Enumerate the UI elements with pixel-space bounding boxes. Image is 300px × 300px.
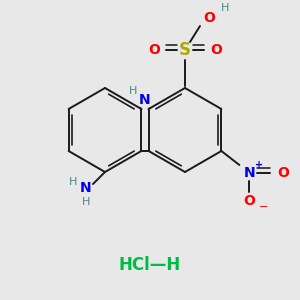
Text: O: O	[203, 11, 215, 25]
Text: H: H	[82, 197, 90, 207]
Text: −: −	[259, 202, 268, 212]
Text: H: H	[129, 86, 137, 96]
Text: N: N	[139, 93, 151, 107]
Text: O: O	[210, 43, 222, 57]
Text: N: N	[244, 166, 255, 180]
Text: H: H	[221, 3, 229, 13]
Text: HCl—H: HCl—H	[119, 256, 181, 274]
Text: H: H	[69, 177, 77, 187]
Text: O: O	[243, 194, 255, 208]
Text: N: N	[80, 181, 92, 195]
Text: +: +	[255, 160, 263, 170]
Text: O: O	[278, 166, 289, 180]
Text: S: S	[179, 41, 191, 59]
Text: O: O	[148, 43, 160, 57]
